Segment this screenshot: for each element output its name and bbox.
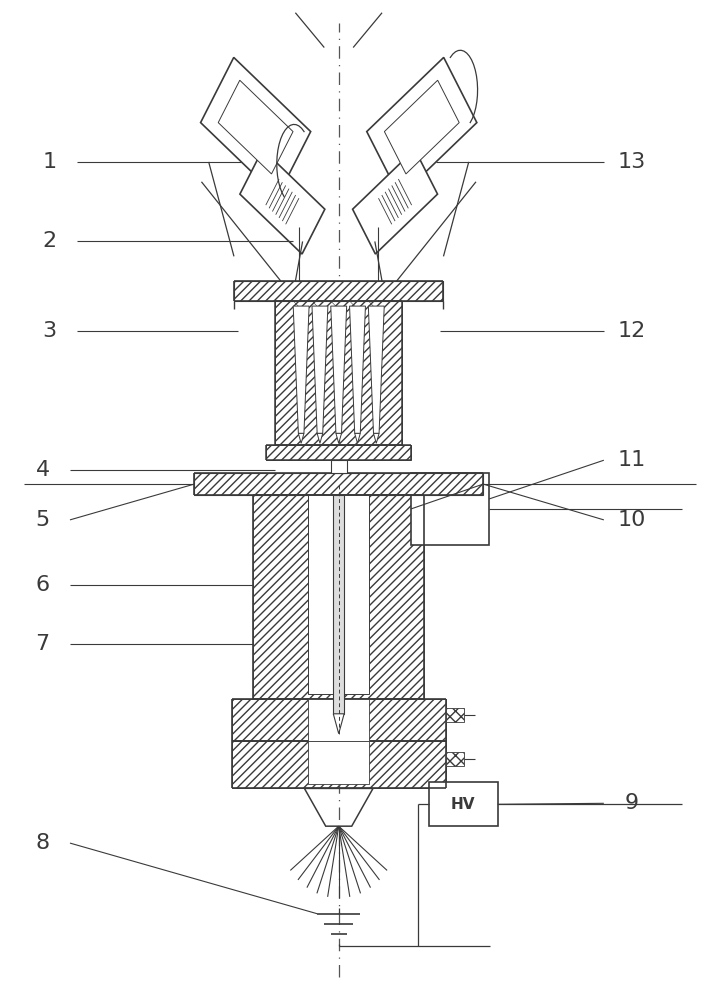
- Polygon shape: [331, 306, 347, 433]
- Polygon shape: [384, 80, 459, 174]
- Text: 11: 11: [617, 450, 646, 470]
- Bar: [234, 281, 443, 301]
- Polygon shape: [336, 433, 341, 443]
- Text: 12: 12: [617, 321, 646, 341]
- Polygon shape: [349, 306, 365, 433]
- Polygon shape: [240, 149, 325, 254]
- Polygon shape: [333, 714, 344, 734]
- Polygon shape: [317, 433, 323, 443]
- Polygon shape: [218, 80, 293, 174]
- Text: 1: 1: [43, 152, 57, 172]
- Text: HV: HV: [451, 797, 475, 812]
- Bar: [333, 495, 344, 714]
- Text: 3: 3: [43, 321, 57, 341]
- Text: 8: 8: [36, 833, 50, 853]
- Text: 10: 10: [617, 510, 646, 530]
- Bar: [309, 741, 369, 784]
- Bar: [194, 473, 483, 495]
- Bar: [411, 473, 489, 545]
- Polygon shape: [304, 788, 373, 826]
- Polygon shape: [312, 306, 328, 433]
- Text: 2: 2: [43, 231, 57, 251]
- Polygon shape: [355, 433, 360, 443]
- Bar: [232, 741, 446, 788]
- Bar: [232, 699, 446, 741]
- Polygon shape: [373, 433, 379, 443]
- Polygon shape: [201, 57, 311, 197]
- Bar: [331, 460, 347, 473]
- Text: 5: 5: [36, 510, 50, 530]
- Bar: [429, 782, 498, 826]
- Text: 4: 4: [36, 460, 50, 480]
- Bar: [446, 752, 464, 766]
- Polygon shape: [352, 149, 438, 254]
- Bar: [446, 708, 464, 722]
- Text: 6: 6: [36, 575, 50, 595]
- Bar: [253, 495, 424, 699]
- Polygon shape: [293, 306, 309, 433]
- Text: 7: 7: [36, 634, 50, 654]
- Bar: [309, 495, 369, 694]
- Bar: [266, 445, 411, 460]
- Bar: [275, 301, 403, 445]
- Bar: [309, 699, 369, 741]
- Polygon shape: [367, 57, 477, 197]
- Text: 13: 13: [617, 152, 646, 172]
- Text: 9: 9: [624, 793, 638, 813]
- Polygon shape: [298, 433, 304, 443]
- Polygon shape: [368, 306, 384, 433]
